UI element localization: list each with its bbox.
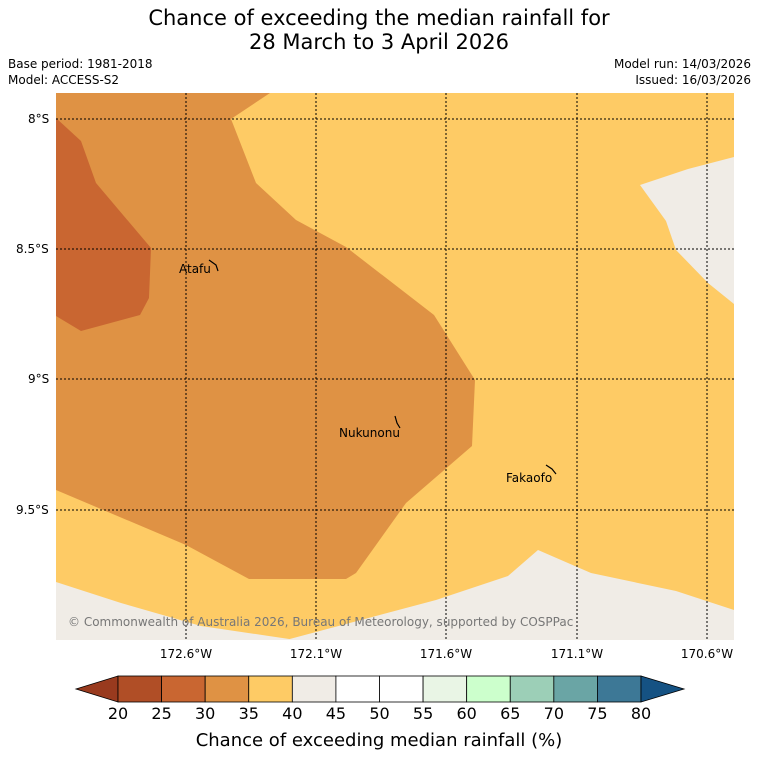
region-25-30: [56, 118, 151, 331]
lat-label-8-5s: 8.5°S: [16, 242, 49, 256]
colorbar-tick-label: 30: [194, 704, 216, 723]
region-40-45-southwest: [56, 582, 296, 640]
colorbar-tick-label: 40: [282, 704, 303, 723]
nukunonu-atoll-shape: [394, 415, 401, 429]
model-run-text: Model run: 14/03/2026: [613, 57, 751, 71]
colorbar-tick-label: 80: [630, 704, 652, 723]
colorbar-bin: [379, 675, 424, 703]
issued-text: Issued: 16/03/2026: [635, 73, 751, 87]
colorbar-bin: [509, 675, 555, 703]
colorbar-tick-label: 70: [543, 704, 565, 723]
colorbar-tick-label: 65: [500, 704, 521, 723]
place-label-atafu: Atafu: [179, 262, 211, 276]
colorbar-bin: [335, 675, 380, 703]
colorbar-tick-label: 60: [456, 704, 477, 723]
lon-label-172-6w: 172.6°W: [159, 647, 213, 661]
colorbar-bin: [422, 675, 468, 703]
base-period-text: Base period: 1981-2018: [8, 57, 153, 71]
lon-label-171-1w: 171.1°W: [550, 647, 604, 661]
place-label-fakaofo: Fakaofo: [506, 471, 552, 485]
lon-label-170-6w: 170.6°W: [680, 647, 734, 661]
map-title-line-2: 28 March to 3 April 2026: [249, 30, 509, 54]
colorbar-tick-label: 20: [107, 704, 129, 723]
colorbar-bin: [291, 675, 337, 703]
model-text: Model: ACCESS-S2: [8, 73, 120, 87]
colorbar-bin: [466, 675, 511, 703]
colorbar-tick-label: 25: [151, 704, 172, 723]
colorbar-bin: [161, 675, 206, 703]
colorbar-bin: [204, 675, 250, 703]
graticule: [56, 93, 734, 640]
colorbar-bin: [248, 675, 293, 703]
region-30-35: [56, 93, 475, 579]
colorbar-tick-label: 45: [325, 704, 347, 723]
colorbar: [74, 675, 686, 703]
region-40-45-east: [640, 157, 734, 304]
atafu-atoll-shape: [208, 259, 219, 272]
region-40-45-southeast: [286, 550, 734, 640]
colorbar-bin: [597, 675, 642, 703]
lat-label-9-5s: 9.5°S: [16, 503, 49, 517]
lat-label-8s: 8°S: [28, 112, 50, 126]
colorbar-under-arrow: [74, 675, 119, 703]
lon-label-171-6w: 171.6°W: [419, 647, 473, 661]
copyright-notice: © Commonwealth of Australia 2026, Bureau…: [68, 615, 573, 629]
atolls: [208, 259, 557, 475]
colorbar-over-arrow: [640, 675, 686, 703]
lon-label-172-1w: 172.1°W: [289, 647, 343, 661]
map-title-line-1: Chance of exceeding the median rainfall …: [148, 6, 610, 30]
colorbar-tick-label: 55: [412, 704, 434, 723]
colorbar-tick-label: 50: [369, 704, 390, 723]
colorbar-bin: [117, 675, 162, 703]
colorbar-tick-label: 35: [238, 704, 259, 723]
fakaofo-atoll-shape: [545, 464, 557, 475]
colorbar-label: Chance of exceeding median rainfall (%): [195, 730, 563, 751]
rainfall-probability-map: Atafu Nukunonu Fakaofo © Commonwealth of…: [56, 93, 734, 640]
lat-label-9s: 9°S: [28, 372, 50, 386]
place-label-nukunonu: Nukunonu: [339, 426, 400, 440]
colorbar-tick-label: 75: [587, 704, 608, 723]
colorbar-bin: [553, 675, 598, 703]
